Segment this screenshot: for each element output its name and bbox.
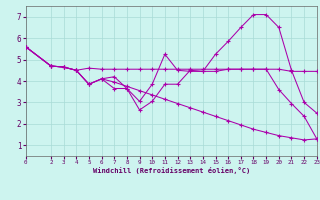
X-axis label: Windchill (Refroidissement éolien,°C): Windchill (Refroidissement éolien,°C) <box>92 167 250 174</box>
